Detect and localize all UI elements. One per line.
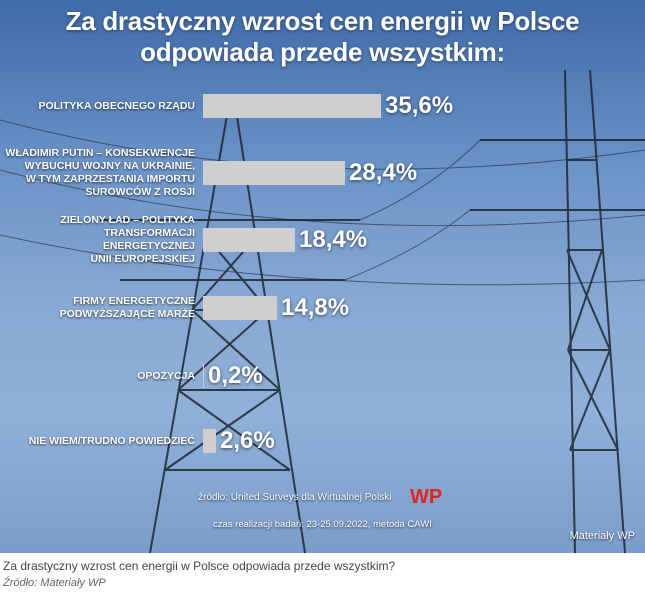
category-label-line: POLITYKA OBECNEGO RZĄDU [38,99,195,112]
category-label: OPOZYCJA [0,370,195,383]
category-label: ZIELONY ŁAD – POLITYKA TRANSFORMACJI ENERG… [0,214,195,266]
category-label-line: WYBUCHU WOJNY NA UKRAINIE, [24,160,195,172]
category-label-line: FIRMY ENERGETYCZNE [73,295,195,307]
bar [203,94,381,118]
category-label-line: TRANSFORMACJI [104,227,195,239]
bar [203,161,345,185]
category-label-line: WŁADIMIR PUTIN – KONSEKWENCJE [5,147,195,159]
value-label: 14,8% [281,294,350,321]
wp-logo: WP [410,486,442,507]
category-label-line: PODWYŻSZAJĄCE MARŻE [59,308,195,320]
figure-caption-source: Źródło: Materiały WP [3,577,106,589]
category-label: WŁADIMIR PUTIN – KONSEKWENCJE WYBUCHU WOJ… [0,147,195,199]
category-label: NIE WIEM/TRUDNO POWIEDZIEĆ [0,435,195,448]
survey-period-note: czas realizacji badań: 23-25.09.2022, me… [213,519,432,530]
value-label: 2,6% [220,427,275,454]
source-note: źródło: United Surveys dla Wirtualnej Po… [198,492,392,503]
category-label: FIRMY ENERGETYCZNE PODWYŻSZAJĄCE MARŻE [0,295,195,321]
wp-logo-text: WP [410,486,442,507]
chart-title: Za drastyczny wzrost cen energii w Polsc… [65,6,580,67]
value-label: 35,6% [385,92,454,119]
category-label-line: UNII EUROPEJSKIEJ [90,253,195,265]
category-label-line: ZIELONY ŁAD – POLITYKA [60,214,195,226]
category-label: POLITYKA OBECNEGO RZĄDU [0,100,195,113]
category-label-line: SUROWCÓW Z ROSJI [85,186,195,198]
category-label-line: NIE WIEM/TRUDNO POWIEDZIEĆ [28,434,195,447]
figure-caption: Za drastyczny wzrost cen energii w Polsc… [3,559,396,573]
category-label-line: W TYM ZAPRZESTANIA IMPORTU [25,173,195,185]
bar [203,364,204,388]
power-lines-background [0,69,645,553]
category-label-line: ENERGETYCZNEJ [102,240,195,252]
credit-label: Materiały WP [569,530,635,542]
category-label-line: OPOZYCJA [137,369,195,382]
bar [203,429,216,453]
chart-figure: Za drastyczny wzrost cen energii w Polsc… [0,0,645,553]
bar [203,228,295,252]
bar [203,296,277,320]
value-label: 18,4% [299,226,368,253]
value-label: 28,4% [349,159,418,186]
value-label: 0,2% [208,362,263,389]
